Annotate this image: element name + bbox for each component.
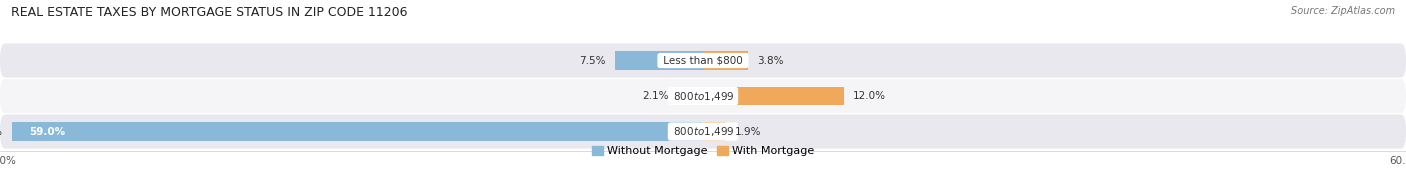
Text: $800 to $1,499: $800 to $1,499: [671, 90, 735, 103]
Text: 59.0%: 59.0%: [30, 127, 66, 137]
Text: 7.5%: 7.5%: [579, 55, 606, 65]
Text: 3.8%: 3.8%: [756, 55, 783, 65]
Legend: Without Mortgage, With Mortgage: Without Mortgage, With Mortgage: [592, 146, 814, 156]
FancyBboxPatch shape: [0, 114, 1406, 149]
Bar: [11, 122, 703, 141]
Bar: [616, 51, 703, 70]
Bar: [703, 87, 844, 105]
Text: REAL ESTATE TAXES BY MORTGAGE STATUS IN ZIP CODE 11206: REAL ESTATE TAXES BY MORTGAGE STATUS IN …: [11, 6, 408, 19]
Text: Less than $800: Less than $800: [659, 55, 747, 65]
Text: 59.0%: 59.0%: [0, 127, 3, 137]
Text: $800 to $1,499: $800 to $1,499: [671, 125, 735, 138]
FancyBboxPatch shape: [0, 79, 1406, 113]
Text: 12.0%: 12.0%: [853, 91, 886, 101]
Text: 1.9%: 1.9%: [734, 127, 761, 137]
Bar: [703, 51, 748, 70]
Bar: [703, 122, 725, 141]
Text: 2.1%: 2.1%: [643, 91, 669, 101]
FancyBboxPatch shape: [0, 44, 1406, 78]
Bar: [678, 87, 703, 105]
Text: Source: ZipAtlas.com: Source: ZipAtlas.com: [1291, 6, 1395, 16]
